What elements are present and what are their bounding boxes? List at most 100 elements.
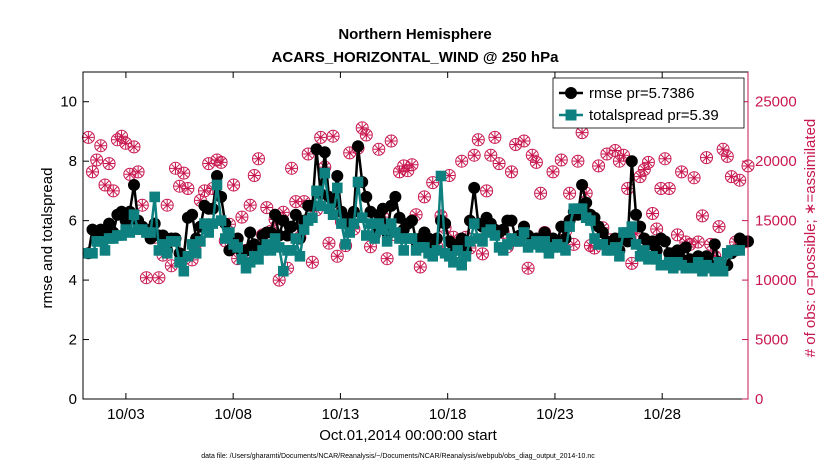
obs-possible-marker	[546, 165, 560, 179]
obs-assimilated-marker	[381, 253, 393, 265]
y-tick-label: 2	[69, 332, 77, 349]
obs-assimilated-marker	[120, 137, 132, 149]
obs-possible-marker	[106, 184, 120, 198]
obs-assimilated-marker	[618, 149, 630, 161]
totalspread-point	[340, 239, 351, 250]
obs-possible-marker	[529, 155, 543, 169]
obs-possible-marker	[600, 147, 614, 161]
obs-possible-marker	[86, 165, 99, 179]
x-tick-label: 10/18	[429, 406, 467, 423]
y2-tick-label: 5000	[755, 332, 788, 349]
totalspread-point	[232, 242, 243, 253]
totalspread-point	[456, 259, 467, 271]
obs-assimilated-marker	[709, 250, 721, 262]
obs-assimilated-marker	[124, 168, 136, 180]
obs-possible-marker	[671, 228, 684, 242]
rmse-point	[439, 217, 452, 230]
rmse-point	[389, 190, 402, 203]
obs-assimilated-marker	[182, 183, 194, 195]
rmse-point	[393, 211, 406, 224]
obs-assimilated-marker	[572, 155, 584, 167]
obs-assimilated-marker	[692, 236, 704, 248]
obs-assimilated-marker	[373, 143, 385, 155]
obs-possible-marker	[712, 220, 726, 234]
obs-assimilated-marker	[356, 122, 368, 134]
obs-possible-marker	[417, 190, 431, 204]
obs-assimilated-marker	[647, 208, 659, 220]
chart-title: Northern Hemisphere	[338, 26, 491, 43]
obs-assimilated-marker	[659, 153, 671, 165]
obs-assimilated-marker	[178, 167, 190, 179]
obs-assimilated-marker	[713, 221, 725, 233]
totalspread-point	[87, 248, 98, 259]
obs-possible-marker	[637, 163, 651, 176]
obs-assimilated-marker	[688, 172, 700, 184]
obs-assimilated-marker	[306, 256, 318, 268]
obs-possible-marker	[372, 142, 386, 156]
rmse-point	[360, 190, 373, 203]
y-tick-label: 8	[69, 153, 77, 170]
totalspread-point	[385, 218, 397, 229]
obs-assimilated-marker	[203, 158, 215, 170]
obs-assimilated-marker	[103, 158, 115, 170]
obs-possible-marker	[260, 201, 274, 215]
obs-assimilated-marker	[261, 202, 273, 214]
obs-possible-marker	[94, 139, 108, 153]
obs-possible-marker	[534, 186, 548, 200]
obs-possible-marker	[646, 207, 660, 220]
obs-possible-marker	[675, 165, 689, 179]
obs-possible-marker	[480, 184, 494, 198]
totalspread-point	[128, 209, 140, 220]
obs-possible-marker	[81, 130, 95, 144]
obs-possible-marker	[252, 152, 265, 166]
obs-possible-marker	[724, 170, 738, 184]
obs-assimilated-marker	[360, 129, 372, 141]
obs-possible-marker	[476, 247, 489, 261]
obs-assimilated-marker	[555, 154, 567, 166]
obs-possible-marker	[152, 271, 166, 285]
obs-assimilated-marker	[236, 211, 248, 223]
totalspread-point	[734, 245, 746, 256]
x-axis-label: Oct.01,2014 00:00:00 start	[319, 427, 497, 444]
obs-assimilated-marker	[252, 153, 264, 165]
totalspread-point	[356, 212, 368, 223]
totalspread-point	[332, 182, 343, 194]
obs-assimilated-marker	[456, 155, 468, 167]
rmse-point	[708, 238, 721, 251]
obs-possible-marker	[484, 148, 498, 162]
totalspread-point	[336, 218, 347, 229]
obs-assimilated-marker	[634, 171, 646, 183]
plot-area: 0 2 4 6 8 10 0 5000 10000 15000 20000 25000 10/03 10/…	[60, 71, 797, 423]
rmse-point	[468, 181, 481, 194]
totalspread-point	[203, 227, 214, 238]
obs-assimilated-marker	[402, 165, 414, 177]
obs-assimilated-marker	[273, 274, 285, 286]
obs-assimilated-marker	[725, 171, 737, 183]
obs-possible-marker	[384, 134, 398, 148]
obs-assimilated-marker	[526, 149, 538, 161]
obs-assimilated-marker	[364, 241, 376, 253]
obs-possible-marker	[716, 142, 730, 156]
obs-assimilated-marker	[655, 183, 667, 195]
obs-possible-marker	[247, 169, 261, 182]
totalspread-point	[145, 227, 156, 238]
obs-assimilated-marker	[489, 131, 501, 143]
obs-assimilated-marker	[344, 147, 356, 159]
obs-possible-marker	[563, 186, 577, 200]
totalspread-point	[717, 265, 729, 277]
obs-assimilated-marker	[734, 174, 746, 186]
totalspread-point	[460, 251, 472, 262]
rmse-point	[128, 179, 140, 191]
legend-marker-totalspread	[565, 109, 577, 121]
obs-possible-marker	[343, 146, 357, 160]
obs-possible-marker	[227, 178, 241, 192]
x-tick-label: 10/13	[322, 406, 360, 423]
obs-assimilated-marker	[91, 154, 103, 166]
y2-tick-label: 20000	[755, 153, 797, 170]
obs-assimilated-marker	[95, 140, 107, 152]
totalspread-point	[319, 167, 331, 179]
x-tick-label: 10/03	[107, 406, 145, 423]
rmse-point	[576, 179, 589, 191]
obs-assimilated-marker	[165, 260, 177, 272]
obs-possible-marker	[521, 261, 535, 275]
